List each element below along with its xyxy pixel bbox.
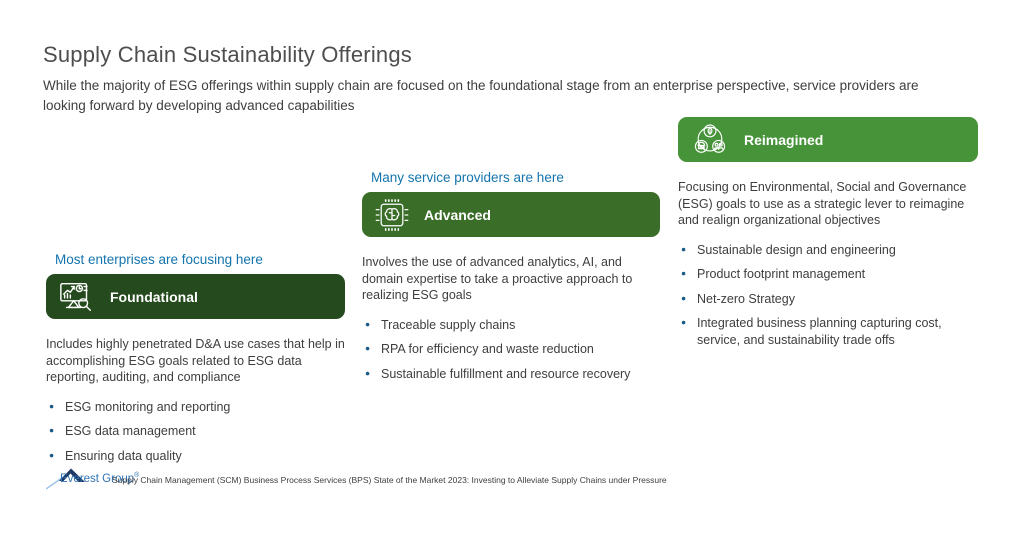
list-item: Sustainable design and engineering: [678, 242, 978, 259]
list-item: Product footprint management: [678, 266, 978, 283]
list-item: Traceable supply chains: [362, 317, 660, 334]
reimagined-stage-label: Reimagined: [744, 131, 824, 148]
source-citation: Supply Chain Management (SCM) Business P…: [112, 475, 667, 485]
reimagined-bullet-list: Sustainable design and engineering Produ…: [678, 242, 978, 349]
esg-circles-icon: [690, 120, 730, 160]
reimagined-description: Focusing on Environmental, Social and Go…: [678, 180, 967, 227]
list-item: Sustainable fulfillment and resource rec…: [362, 366, 660, 383]
logo-wordmark: Everest Group®: [60, 472, 140, 485]
advanced-callout: Many service providers are here: [371, 170, 564, 185]
registered-trademark: ®: [134, 472, 140, 479]
advanced-stage-label: Advanced: [424, 206, 491, 223]
footer: Everest Group® Supply Chain Management (…: [46, 462, 976, 496]
foundational-bullet-list: ESG monitoring and reporting ESG data ma…: [46, 399, 345, 465]
list-item: RPA for efficiency and waste reduction: [362, 341, 660, 358]
list-item: Ensuring data quality: [46, 448, 345, 465]
foundational-stage-label: Foundational: [110, 288, 198, 305]
ai-chip-brain-icon: [374, 197, 410, 233]
list-item: Net-zero Strategy: [678, 291, 978, 308]
list-item: ESG monitoring and reporting: [46, 399, 345, 416]
reimagined-column: Reimagined Focusing on Environmental, So…: [678, 117, 978, 356]
mountain-peak-icon: [46, 468, 85, 490]
advanced-column: Many service providers are here: [362, 170, 660, 390]
reimagined-stage-box: Reimagined: [678, 117, 978, 162]
page-title: Supply Chain Sustainability Offerings: [43, 42, 412, 67]
foundational-callout: Most enterprises are focusing here: [55, 252, 263, 267]
page-subtitle: While the majority of ESG offerings with…: [43, 78, 919, 113]
everest-group-logo: Everest Group®: [46, 462, 156, 494]
monitor-analytics-icon: [58, 278, 96, 316]
list-item: ESG data management: [46, 423, 345, 440]
list-item: Integrated business planning capturing c…: [678, 315, 978, 348]
advanced-bullet-list: Traceable supply chains RPA for efficien…: [362, 317, 660, 383]
foundational-stage-box: Foundational: [46, 274, 345, 319]
advanced-stage-box: Advanced: [362, 192, 660, 237]
advanced-description: Involves the use of advanced analytics, …: [362, 255, 633, 302]
foundational-description: Includes highly penetrated D&A use cases…: [46, 337, 345, 384]
foundational-column: Most enterprises are focusing here: [46, 252, 345, 472]
